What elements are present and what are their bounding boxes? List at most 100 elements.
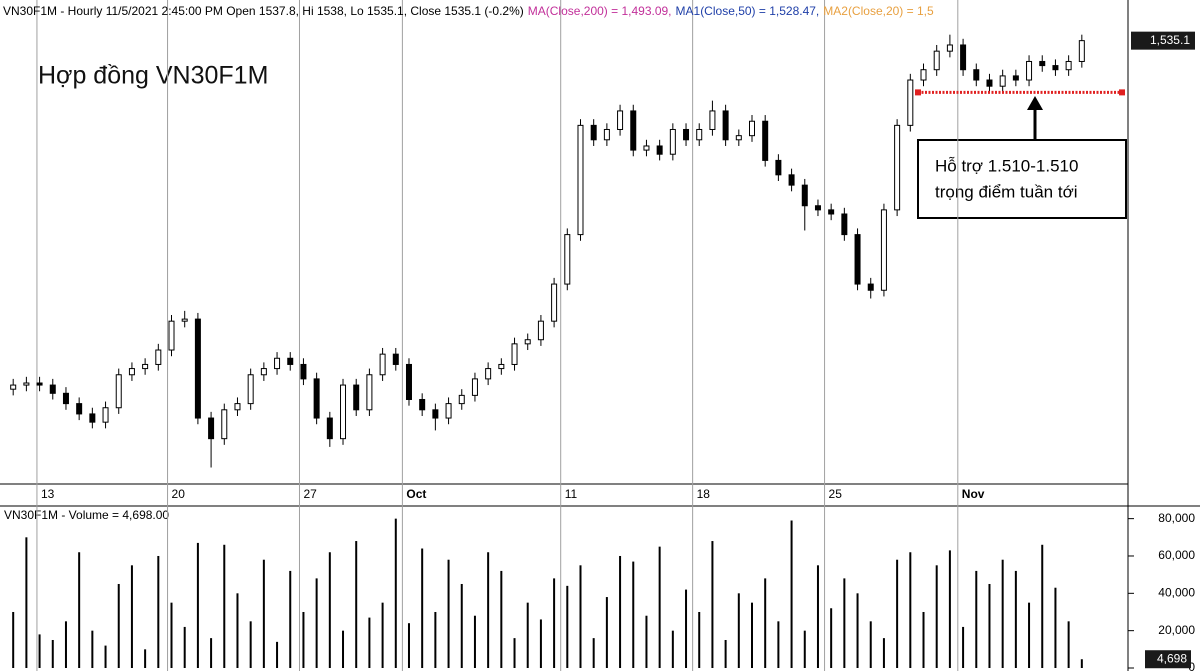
annotation-box — [917, 139, 1127, 219]
volume-bar — [51, 639, 54, 668]
candle-body — [643, 145, 650, 151]
volume-bar — [645, 615, 648, 668]
header: VN30F1M - Hourly 11/5/2021 2:45:00 PM Op… — [3, 2, 1125, 20]
candle-body — [564, 234, 571, 285]
volume-bar — [183, 626, 186, 668]
candle-body — [1052, 65, 1059, 71]
volume-bar — [658, 546, 661, 668]
candle-body — [973, 69, 980, 81]
volume-bar — [355, 541, 358, 668]
candle-body — [379, 353, 386, 376]
volume-bar — [144, 649, 147, 668]
candle-body — [630, 110, 637, 151]
volume-bar — [196, 542, 199, 668]
last-volume-label: 4,698 — [1157, 651, 1187, 665]
volume-bar — [117, 583, 120, 668]
volume-bar — [935, 565, 938, 668]
candle-body — [709, 110, 716, 130]
annotation-text: trọng điểm tuần tới — [935, 182, 1078, 201]
volume-bar — [421, 548, 424, 668]
volume-bar — [434, 611, 437, 668]
volume-bar — [262, 559, 265, 668]
candle-body — [1065, 60, 1072, 71]
x-tick-label: 18 — [697, 487, 711, 501]
volume-bar — [289, 570, 292, 668]
x-tick-label: 20 — [172, 487, 186, 501]
candle-body — [260, 368, 267, 376]
volume-bar — [1014, 570, 1017, 668]
volume-bar — [764, 578, 767, 668]
candle-body — [775, 159, 782, 176]
x-tick-label: Nov — [962, 487, 985, 501]
candle-body — [49, 384, 56, 394]
candle-body — [867, 283, 874, 291]
volume-bar — [381, 602, 384, 668]
volume-bar — [276, 641, 279, 668]
candle-body — [313, 378, 320, 419]
volume-bar — [157, 555, 160, 668]
candle-body — [696, 128, 703, 141]
candle-body — [471, 378, 478, 396]
volume-bar — [91, 630, 94, 668]
volume-bar — [342, 630, 345, 668]
last-price-box — [1131, 31, 1195, 50]
volume-bar — [1001, 559, 1004, 668]
volume-bar — [948, 550, 951, 668]
volume-bar — [909, 552, 912, 668]
volume-bar — [896, 559, 899, 668]
header-text: MA1(Close,50) = 1,528.47, — [675, 4, 820, 18]
candle-body — [340, 384, 347, 440]
volume-bar — [803, 630, 806, 668]
candle-body — [933, 50, 940, 71]
candle-body — [353, 384, 360, 411]
candle-body — [537, 320, 544, 341]
candle-body — [234, 403, 241, 411]
x-tick-label: 13 — [41, 487, 55, 501]
candle-body — [115, 374, 122, 409]
volume-bar — [988, 583, 991, 668]
x-tick-label: 27 — [303, 487, 317, 501]
candle-body — [920, 69, 927, 81]
candle-body — [208, 417, 215, 440]
candle-body — [762, 120, 769, 161]
volume-bar — [711, 541, 714, 668]
volume-bar — [632, 561, 635, 668]
candle-body — [168, 320, 175, 351]
volume-bar — [605, 597, 608, 668]
y-tick-label: 0 — [1188, 660, 1195, 671]
volume-bar — [25, 537, 28, 668]
candle-body — [392, 353, 399, 365]
volume-bar — [302, 611, 305, 668]
volume-bar — [724, 639, 727, 668]
candle-body — [62, 392, 69, 405]
candle-body — [551, 283, 558, 322]
candle-body — [366, 374, 373, 411]
volume-bar — [843, 578, 846, 668]
candle-body — [498, 363, 505, 370]
volume-bar — [1054, 587, 1057, 668]
candle-body — [36, 382, 43, 386]
volume-bar — [592, 638, 595, 668]
candle-body — [102, 407, 109, 423]
volume-bar — [394, 518, 397, 668]
volume-bar — [685, 589, 688, 668]
candle-body — [458, 394, 465, 405]
volume-bar — [38, 634, 41, 668]
candle-body — [735, 135, 742, 141]
annotation-arrow-head — [1027, 96, 1043, 110]
volume-bar — [223, 544, 226, 668]
candle-body — [300, 363, 307, 380]
volume-bar — [1080, 659, 1083, 668]
volume-bar — [513, 638, 516, 668]
candle-body — [907, 79, 914, 126]
volume-bar — [170, 602, 173, 668]
candle-body — [10, 384, 17, 390]
volume-bar — [1041, 544, 1044, 668]
volume-bar — [698, 611, 701, 668]
volume-bar — [236, 593, 239, 668]
candle-body — [221, 409, 228, 440]
candle-body — [326, 417, 333, 440]
candle-body — [894, 124, 901, 211]
